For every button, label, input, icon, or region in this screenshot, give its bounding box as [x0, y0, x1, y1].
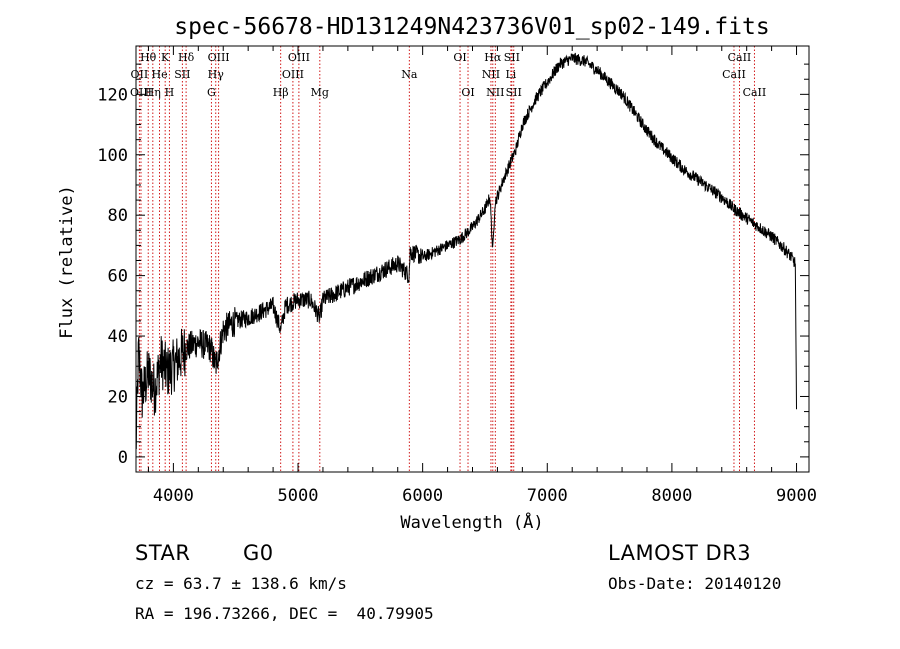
line-label-21: NII [486, 86, 504, 99]
line-label-25: CaII [728, 51, 752, 64]
x-tick-label-1: 5000 [278, 486, 319, 506]
observation-date: Obs-Date: 20140120 [608, 574, 782, 593]
line-label-20: NII [482, 68, 500, 81]
x-tick-label-4: 8000 [651, 486, 692, 506]
line-label-24: SII [506, 86, 522, 99]
line-label-8: Hδ [178, 51, 195, 64]
chart-title: spec-56678-HD131249N423736V01_sp02-149.f… [174, 14, 769, 40]
x-axis: 4000 5000 6000 7000 8000 9000 [147, 46, 817, 506]
line-label-12: Hβ [273, 86, 289, 99]
line-label-3: Hη [145, 86, 161, 99]
line-label-26: CaII [722, 68, 746, 81]
line-label-14: OIII [282, 68, 304, 81]
y-tick-label-1: 20 [108, 387, 128, 407]
object-subclass: G0 [243, 541, 274, 565]
survey-name: LAMOST DR3 [608, 541, 752, 565]
object-class: STAR [135, 541, 191, 565]
line-label-7: SII [174, 68, 190, 81]
flux-series [135, 52, 797, 450]
line-label-17: OI [453, 51, 466, 64]
line-label-27: CaII [743, 86, 767, 99]
line-label-22: SII [504, 51, 520, 64]
x-tick-label-3: 7000 [527, 486, 568, 506]
y-tick-label-6: 120 [97, 85, 128, 105]
line-label-18: OI [461, 86, 474, 99]
line-label-16: Na [401, 68, 418, 81]
line-label-9: OIII [208, 51, 230, 64]
y-tick-label-5: 100 [97, 146, 128, 166]
y-tick-label-2: 40 [108, 327, 128, 347]
y-tick-label-0: 0 [118, 448, 128, 468]
x-tick-label-5: 9000 [776, 486, 817, 506]
y-tick-label-3: 60 [108, 267, 128, 287]
line-label-13: OIII [288, 51, 310, 64]
y-axis-label: Flux (relative) [57, 185, 77, 339]
line-label-1: OII [131, 68, 149, 81]
line-label-2: OIII [130, 86, 152, 99]
plot-frame [135, 45, 810, 473]
x-axis-label: Wavelength (Å) [400, 511, 543, 533]
line-label-4: He [152, 68, 168, 81]
flux-line [135, 52, 797, 450]
y-axis: 0 20 40 60 80 100 120 [97, 63, 809, 468]
redshift-velocity: cz = 63.7 ± 138.6 km/s [135, 574, 347, 593]
emission-line-markers [138, 46, 755, 472]
y-tick-label-4: 80 [108, 206, 128, 226]
line-label-11: G [207, 86, 216, 99]
line-label-23: Li [505, 68, 516, 81]
sky-coordinates: RA = 196.73266, DEC = 40.79905 [135, 604, 434, 623]
line-label-5: K [161, 51, 170, 64]
x-tick-label-2: 6000 [402, 486, 443, 506]
line-label-19: Hα [484, 51, 502, 64]
line-label-6: H [165, 86, 175, 99]
line-label-0: Hθ [140, 51, 157, 64]
line-label-10: Hγ [208, 68, 225, 81]
x-tick-label-0: 4000 [153, 486, 194, 506]
line-label-15: Mg [311, 86, 329, 99]
